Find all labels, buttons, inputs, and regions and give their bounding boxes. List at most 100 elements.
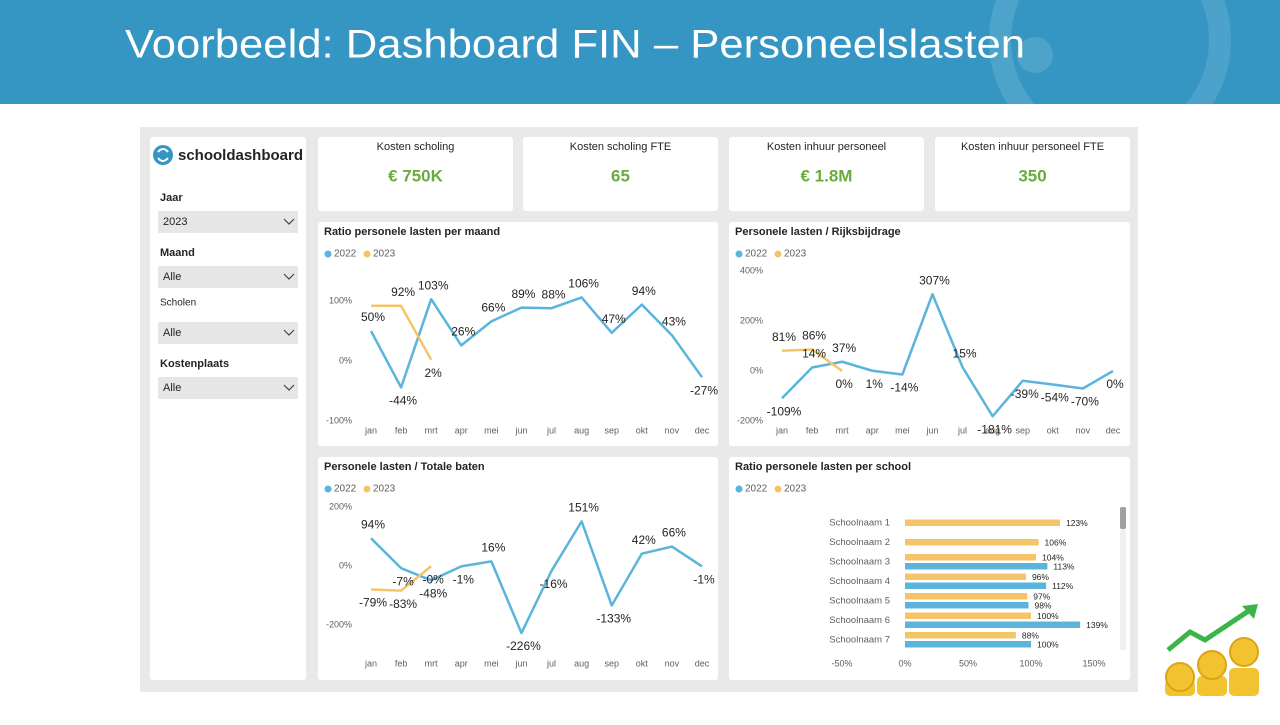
data-label: 86% bbox=[802, 329, 826, 343]
data-label: -44% bbox=[389, 394, 417, 408]
chart-card bbox=[318, 222, 718, 446]
legend-swatch bbox=[735, 250, 743, 258]
filter-value: Alle bbox=[163, 327, 181, 339]
bar-area: Schoolnaam 1 123% Schoolnaam 2 106% Schoolna… bbox=[829, 518, 1108, 650]
x-tick-label: sep bbox=[604, 658, 619, 668]
x-tick-label: nov bbox=[665, 425, 680, 435]
x-tick-label: apr bbox=[455, 658, 468, 668]
data-label: -54% bbox=[1041, 391, 1069, 405]
x-tick-label: mrt bbox=[836, 425, 849, 435]
legend-swatch bbox=[363, 485, 371, 493]
data-label: 66% bbox=[662, 526, 686, 540]
dropdown-chevron bbox=[283, 384, 295, 391]
x-tick-label: okt bbox=[636, 425, 649, 435]
legend-label: 2023 bbox=[784, 484, 807, 495]
data-label: 88% bbox=[1022, 630, 1039, 640]
filter-dropdown[interactable] bbox=[158, 211, 298, 233]
kpi-card bbox=[935, 137, 1130, 211]
x-tick-label: aug bbox=[574, 425, 589, 435]
x-tick-label: dec bbox=[1106, 425, 1121, 435]
bar bbox=[905, 554, 1037, 561]
data-label: 81% bbox=[772, 330, 796, 344]
data-label: 100% bbox=[1037, 611, 1059, 621]
x-tick-label: jun bbox=[514, 658, 527, 668]
header-band bbox=[0, 0, 1280, 104]
series-line bbox=[781, 293, 1114, 418]
legend-label: 2022 bbox=[334, 249, 357, 260]
kpi-card bbox=[523, 137, 718, 211]
legend-swatch bbox=[774, 485, 782, 493]
data-label: 96% bbox=[1032, 572, 1049, 582]
filter-dropdown[interactable] bbox=[158, 266, 298, 288]
data-label: -109% bbox=[767, 404, 802, 418]
x-tick-label: jul bbox=[546, 658, 556, 668]
category-label: Schoolnaam 1 bbox=[829, 518, 890, 529]
scrollbar-track bbox=[1120, 507, 1126, 650]
y-tick-label: 200% bbox=[329, 501, 352, 511]
category-label: Schoolnaam 5 bbox=[829, 596, 890, 607]
data-label: 88% bbox=[542, 287, 566, 301]
data-label: 104% bbox=[1042, 552, 1064, 562]
data-label: -14% bbox=[890, 381, 918, 395]
legend-swatch bbox=[774, 250, 782, 258]
category-label: Schoolnaam 4 bbox=[829, 576, 890, 587]
scrollbar-thumb[interactable] bbox=[1120, 507, 1126, 529]
x-tick-label: feb bbox=[395, 425, 408, 435]
filter-value: 2023 bbox=[163, 216, 187, 228]
dropdown-chevron bbox=[283, 218, 295, 225]
data-label: 100% bbox=[1037, 639, 1059, 649]
legend-swatch bbox=[324, 485, 332, 493]
data-label: 112% bbox=[1052, 581, 1074, 591]
data-label: 0% bbox=[836, 377, 854, 391]
kpi-title: Kosten scholing FTE bbox=[570, 141, 672, 153]
data-label: 106% bbox=[568, 277, 599, 291]
data-label: 2% bbox=[425, 366, 443, 380]
data-label: -1% bbox=[453, 573, 475, 587]
x-tick-label: aug bbox=[985, 425, 1000, 435]
y-tick-label: 0% bbox=[750, 365, 763, 375]
coins-icon bbox=[1165, 604, 1259, 696]
chart-title: Ratio personele lasten per maand bbox=[324, 226, 500, 238]
series-line bbox=[781, 348, 843, 373]
chart-title: Ratio personele lasten per school bbox=[735, 461, 911, 473]
page-title: Voorbeeld: Dashboard FIN – Personeelslas… bbox=[125, 23, 1025, 67]
x-tick-label: 0% bbox=[898, 658, 911, 668]
filter-dropdown[interactable] bbox=[158, 322, 298, 344]
legend-swatch bbox=[363, 250, 371, 258]
data-label: 37% bbox=[832, 341, 856, 355]
x-tick-label: sep bbox=[604, 425, 619, 435]
x-tick-label: 50% bbox=[959, 658, 977, 668]
data-label: -79% bbox=[359, 596, 387, 610]
legend-swatch bbox=[735, 485, 743, 493]
category-label: Schoolnaam 6 bbox=[829, 615, 890, 626]
bar bbox=[905, 593, 1028, 600]
data-label: 94% bbox=[361, 517, 385, 531]
logo-icon bbox=[153, 145, 173, 165]
bar bbox=[905, 563, 1048, 570]
legend-swatch bbox=[324, 250, 332, 258]
x-tick-label: mrt bbox=[425, 425, 438, 435]
dropdown-chevron bbox=[283, 329, 295, 336]
bar bbox=[905, 602, 1029, 609]
chart-title: Personele lasten / Rijksbijdrage bbox=[735, 226, 901, 238]
x-tick-label: dec bbox=[695, 425, 710, 435]
data-label: -27% bbox=[690, 383, 718, 397]
data-label: 16% bbox=[481, 541, 505, 555]
filter-value: Alle bbox=[163, 271, 181, 283]
y-tick-label: -100% bbox=[326, 415, 352, 425]
x-tick-label: apr bbox=[455, 425, 468, 435]
bar bbox=[905, 573, 1026, 580]
x-tick-label: mrt bbox=[425, 658, 438, 668]
x-tick-label: okt bbox=[1047, 425, 1060, 435]
x-tick-label: mei bbox=[895, 425, 910, 435]
filter-label: Maand bbox=[160, 247, 195, 259]
data-label: 106% bbox=[1045, 537, 1067, 547]
x-tick-label: jun bbox=[925, 425, 938, 435]
kpi-title: Kosten inhuur personeel bbox=[767, 141, 886, 153]
data-label: 98% bbox=[1034, 600, 1051, 610]
filter-dropdown[interactable] bbox=[158, 377, 298, 399]
filter-value: Alle bbox=[163, 382, 181, 394]
y-tick-label: -200% bbox=[737, 415, 763, 425]
y-tick-label: 400% bbox=[740, 265, 763, 275]
